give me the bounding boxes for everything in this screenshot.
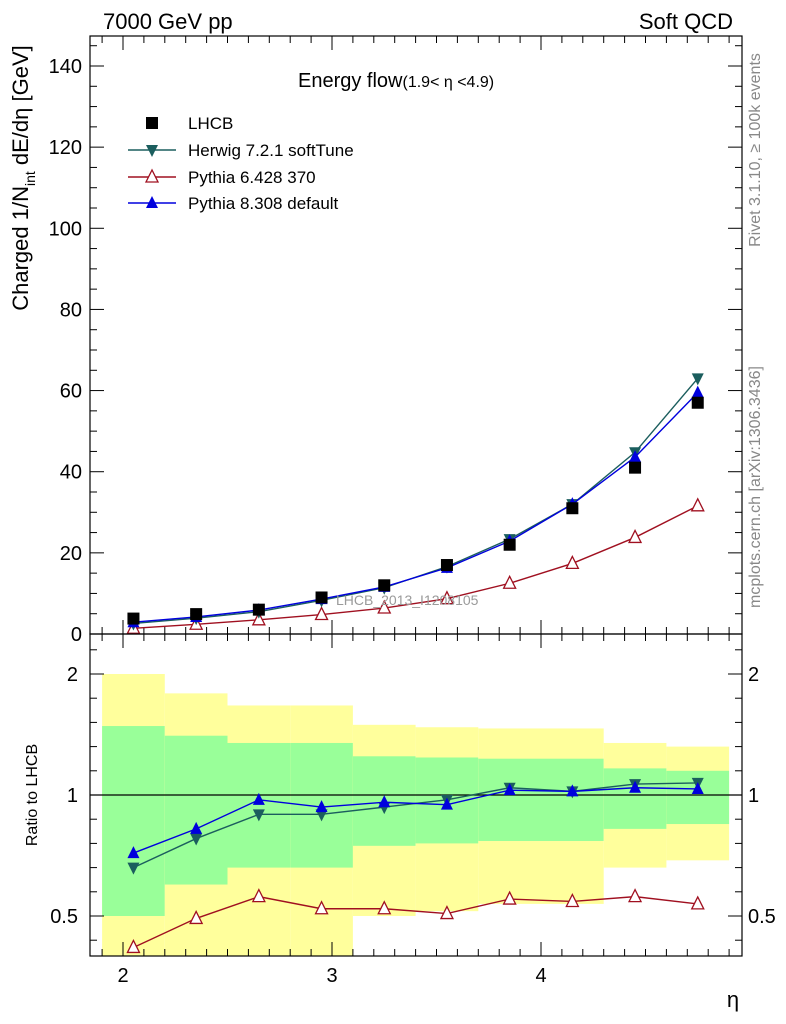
- y-tick-label: 100: [49, 218, 82, 240]
- svg-text:Charged 1/Nint dE/dη [GeV]: Charged 1/Nint dE/dη [GeV]: [8, 45, 38, 311]
- ratio-point-pythia-6-428-370: [189, 909, 204, 925]
- ratio-point-pythia-8-308-default: [190, 821, 203, 834]
- ratio-line-pythia-8-308-default: [133, 787, 698, 854]
- ratio-point-pythia-6-428-370: [126, 939, 141, 954]
- y-axis-label-sub: int: [22, 171, 38, 186]
- data-point-lhcb: [691, 396, 704, 409]
- x-tick-label: 4: [535, 965, 546, 987]
- data-point-pythia-8-308-default: [629, 450, 642, 463]
- ratio-tick-label-right: 0.5: [748, 906, 776, 928]
- y-tick-label: 120: [49, 137, 82, 159]
- series-line-pythia-6-428-370: [133, 505, 699, 630]
- legend-label-pythia-8-308-default: Pythia 8.308 default: [188, 194, 339, 213]
- y-tick-label: 80: [60, 299, 82, 321]
- data-point-pythia-8-308-default: [691, 385, 704, 398]
- legend-label-pythia-6-428-370: Pythia 6.428 370: [188, 168, 316, 187]
- main-panel: 0 20 40 60 80 100 120 140: [49, 35, 743, 646]
- uncertainty-band-inner: [164, 735, 228, 885]
- y-axis-label: Charged 1/N: [8, 186, 33, 311]
- ratio-point-pythia-8-308-default: [691, 781, 704, 794]
- uncertainty-band-inner: [478, 758, 541, 841]
- uncertainty-band-inner: [603, 768, 667, 829]
- data-point-pythia-6-428-370: [439, 590, 455, 605]
- y-tick-label: 140: [49, 56, 82, 78]
- ratio-panel: 2 3 4 0.5 0.5 1 1 2 2: [50, 633, 776, 987]
- data-point-herwig-7-2-1-softtune: [691, 373, 704, 386]
- ratio-point-pythia-6-428-370: [565, 893, 580, 908]
- ratio-point-pythia-6-428-370: [439, 905, 455, 920]
- chart-title: Energy flow: [298, 70, 403, 92]
- header-process-label: Soft QCD: [639, 9, 733, 34]
- ratio-point-pythia-6-428-370: [627, 888, 643, 903]
- rivet-version-label: Rivet 3.1.10, ≥ 100k events: [747, 53, 764, 247]
- y-tick-label: 0: [71, 624, 82, 646]
- ratio-point-pythia-8-308-default: [127, 846, 140, 859]
- ratio-point-pythia-6-428-370: [314, 900, 329, 915]
- legend-marker-lhcb: [146, 117, 158, 129]
- svg-text:Energy flow(1.9< η <4.9): Energy flow(1.9< η <4.9): [298, 70, 494, 92]
- legend: LHCB Herwig 7.2.1 softTune Pythia 6.428 37…: [128, 114, 354, 213]
- header-energy-label: 7000 GeV pp: [103, 9, 233, 34]
- ratio-point-pythia-8-308-default: [503, 783, 516, 796]
- ratio-y-axis-label: Ratio to LHCB: [24, 744, 41, 846]
- ratio-point-pythia-8-308-default: [629, 780, 642, 793]
- ratio-tick-label-right: 1: [748, 785, 759, 807]
- ratio-tick-label-left: 0.5: [50, 906, 78, 928]
- ratio-point-herwig-7-2-1-softtune: [252, 809, 265, 822]
- y-tick-label: 60: [60, 381, 82, 403]
- x-axis-label: η: [727, 987, 739, 1012]
- ratio-point-pythia-8-308-default: [566, 784, 579, 797]
- legend-marker-pythia-8-308-default: [146, 196, 158, 208]
- ratio-point-pythia-6-428-370: [251, 888, 266, 903]
- ratio-tick-label-right: 2: [748, 664, 759, 686]
- x-tick-label: 3: [326, 965, 337, 987]
- data-point-pythia-6-428-370: [565, 554, 580, 570]
- ratio-point-herwig-7-2-1-softtune: [315, 809, 328, 822]
- data-point-lhcb: [503, 538, 516, 551]
- data-point-pythia-6-428-370: [377, 599, 392, 614]
- uncertainty-band-inner: [227, 742, 291, 868]
- ratio-point-pythia-8-308-default: [315, 800, 328, 813]
- legend-label-lhcb: LHCB: [188, 114, 233, 133]
- y-tick-label: 40: [60, 462, 82, 484]
- data-point-pythia-6-428-370: [314, 606, 329, 621]
- data-point-lhcb: [127, 612, 140, 625]
- series-line-herwig-7-2-1-softtune: [133, 377, 699, 625]
- chart-subtitle: (1.9< η <4.9): [403, 74, 495, 91]
- data-point-pythia-6-428-370: [627, 528, 643, 544]
- ratio-point-herwig-7-2-1-softtune: [127, 862, 140, 875]
- data-point-lhcb: [629, 461, 642, 474]
- ratio-point-pythia-8-308-default: [252, 792, 265, 805]
- legend-marker-herwig-7-2-1-softtune: [146, 145, 158, 157]
- ratio-tick-label-left: 1: [67, 785, 78, 807]
- ratio-point-herwig-7-2-1-softtune: [190, 833, 203, 846]
- analysis-watermark: LHCB_2013_I1208105: [336, 592, 479, 608]
- ratio-point-pythia-8-308-default: [378, 795, 391, 808]
- data-point-lhcb: [252, 603, 265, 616]
- mcplots-source-label: mcplots.cern.ch [arXiv:1306.3436]: [747, 366, 764, 608]
- legend-marker-pythia-6-428-370: [144, 168, 160, 183]
- y-axis-label-tail: dE/dη [GeV]: [8, 45, 33, 171]
- data-point-lhcb: [566, 502, 579, 515]
- data-point-lhcb: [440, 559, 453, 572]
- ratio-point-pythia-6-428-370: [502, 890, 517, 905]
- uncertainty-band-inner: [102, 726, 165, 916]
- ratio-point-pythia-6-428-370: [377, 900, 392, 915]
- data-point-pythia-6-428-370: [690, 497, 705, 512]
- ratio-point-pythia-6-428-370: [690, 895, 705, 910]
- series-line-pythia-8-308-default: [133, 392, 699, 623]
- uncertainty-band-inner: [541, 758, 604, 841]
- y-tick-label: 20: [60, 543, 82, 565]
- ratio-tick-label-left: 2: [67, 664, 78, 686]
- data-point-pythia-6-428-370: [502, 574, 517, 589]
- data-point-lhcb: [315, 591, 328, 604]
- ratio-line-pythia-6-428-370: [133, 895, 698, 949]
- legend-label-herwig-7-2-1-softtune: Herwig 7.2.1 softTune: [188, 141, 354, 160]
- ratio-point-pythia-8-308-default: [440, 797, 453, 810]
- data-point-lhcb: [378, 579, 391, 592]
- data-point-pythia-6-428-370: [251, 611, 266, 626]
- x-tick-label: 2: [117, 965, 128, 987]
- data-point-lhcb: [190, 608, 203, 621]
